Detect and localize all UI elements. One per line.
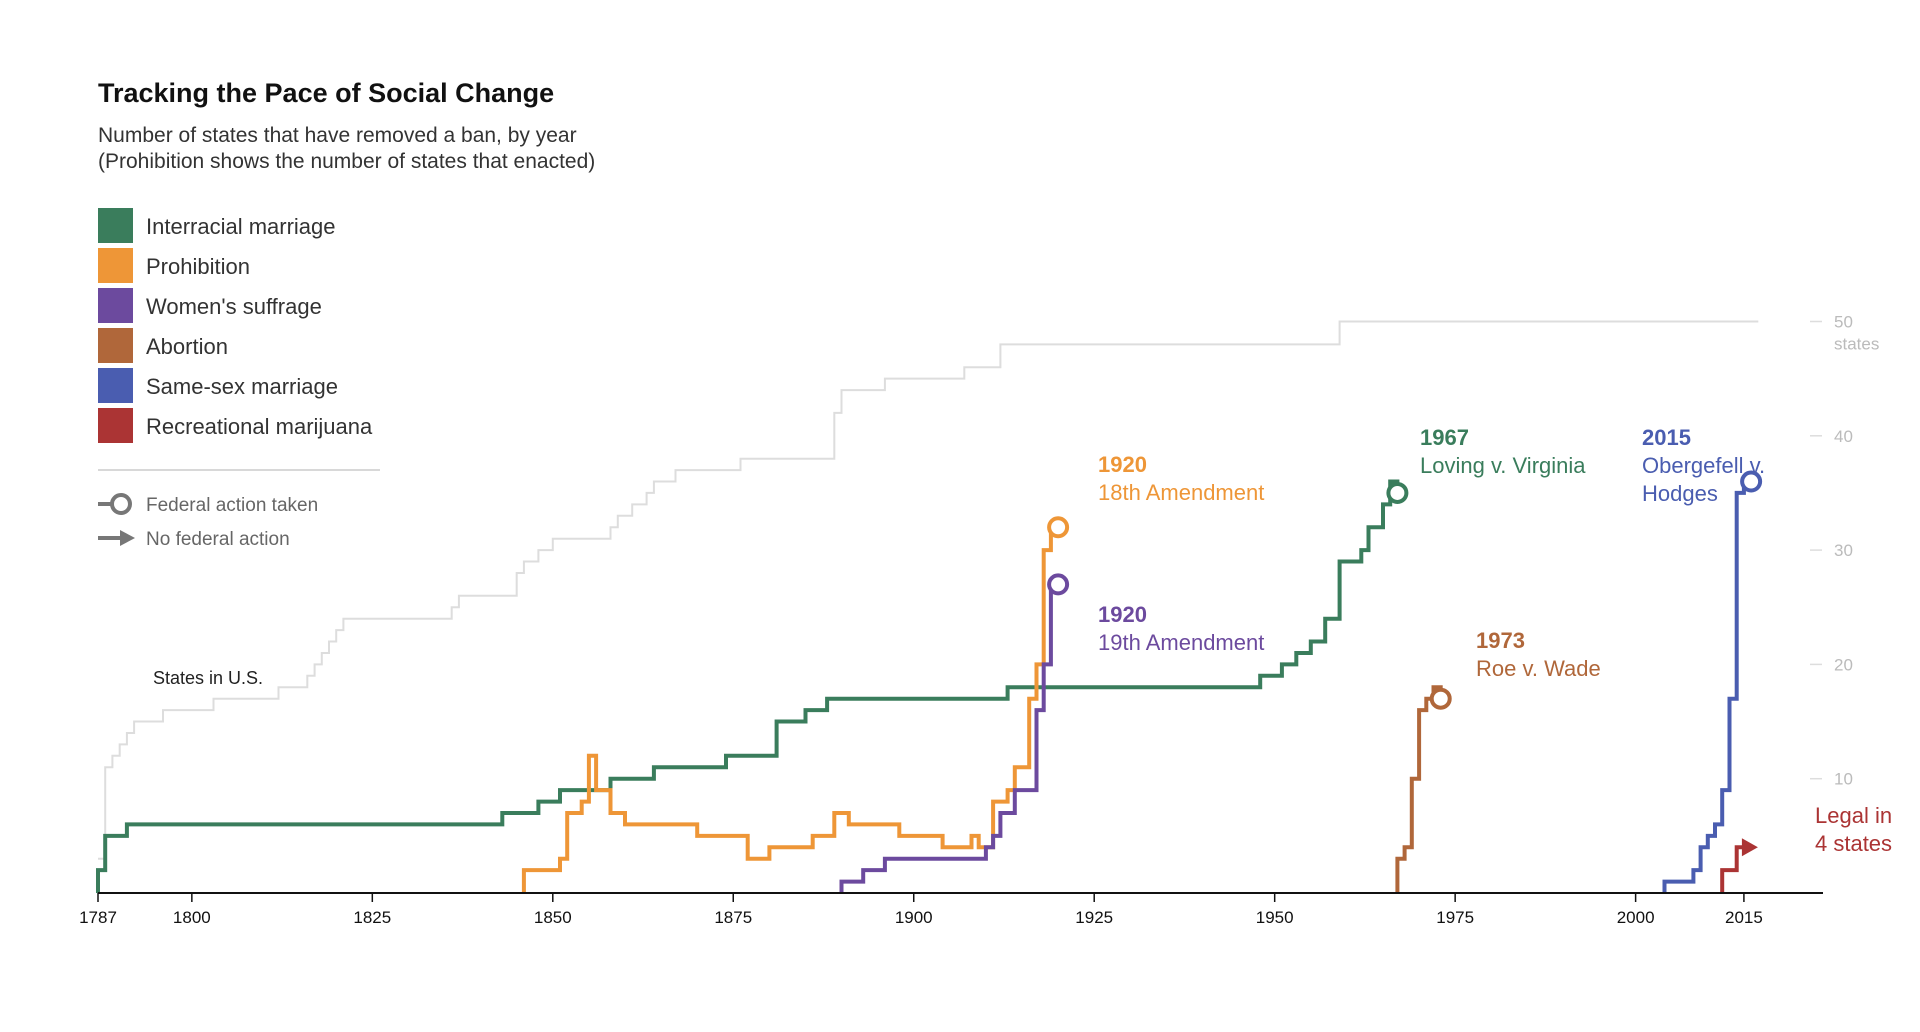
states-in-us-label: States in U.S.: [153, 668, 263, 688]
series-layer: [96, 470, 1763, 893]
marker-key: Federal action taken No federal action: [98, 493, 318, 550]
legend-label-recreational_marijuana: Recreational marijuana: [146, 414, 373, 439]
x-tick-label-2000: 2000: [1617, 908, 1655, 927]
annotation-year-prohibition: 1920: [1098, 452, 1147, 477]
legend-swatch-same_sex_marriage: [98, 368, 133, 403]
legend-label-womens_suffrage: Women's suffrage: [146, 294, 322, 319]
y-tick-label-10: 10: [1834, 770, 1853, 789]
chart-subtitle-line-1: Number of states that have removed a ban…: [98, 124, 577, 147]
x-tick-label-1950: 1950: [1256, 908, 1294, 927]
annotation-text-same_sex_marriage-0: Obergefell v.: [1642, 453, 1765, 478]
legend: Interracial marriage Prohibition Women's s…: [98, 208, 373, 443]
y-tick-label-40: 40: [1834, 427, 1853, 446]
states-in-us-line: [98, 320, 1759, 860]
y-unit-label: states: [1834, 335, 1879, 354]
annotation-text-same_sex_marriage-1: Hodges: [1642, 481, 1718, 506]
chart-title: Tracking the Pace of Social Change: [98, 78, 554, 108]
x-tick-label-1875: 1875: [714, 908, 752, 927]
x-tick-label-1787: 1787: [79, 908, 117, 927]
annotation-text-abortion-0: Roe v. Wade: [1476, 656, 1601, 681]
key-circle-marker: [110, 493, 132, 515]
annotation-text-interracial_marriage-0: Loving v. Virginia: [1420, 453, 1586, 478]
end-marker-same_sex_marriage: [1740, 470, 1763, 493]
y-tick-label-20: 20: [1834, 655, 1853, 674]
annotations: 1920 18th Amendment 1920 19th Amendment 1967…: [1098, 425, 1892, 856]
key-arrow-marker: [120, 530, 135, 546]
x-tick-label-1800: 1800: [173, 908, 211, 927]
y-tick-label-30: 30: [1834, 541, 1853, 560]
end-marker-womens_suffrage: [1047, 573, 1070, 596]
series-line-recreational_marijuana: [1720, 845, 1744, 893]
annotation-text-recreational_marijuana-0: Legal in: [1815, 803, 1892, 828]
series-line-prohibition: [521, 525, 1059, 893]
y-tick-label-50: 50: [1834, 313, 1853, 332]
states-in-us-layer: States in U.S.: [98, 320, 1759, 860]
annotation-year-abortion: 1973: [1476, 628, 1525, 653]
x-tick-label-1975: 1975: [1436, 908, 1474, 927]
series-line-womens_suffrage: [839, 582, 1059, 893]
annotation-text-prohibition-0: 18th Amendment: [1098, 480, 1264, 505]
legend-label-prohibition: Prohibition: [146, 254, 250, 279]
legend-label-interracial_marriage: Interracial marriage: [146, 214, 336, 239]
legend-label-same_sex_marriage: Same-sex marriage: [146, 374, 338, 399]
legend-swatch-interracial_marriage: [98, 208, 133, 243]
series-line-abortion: [1395, 685, 1443, 893]
x-tick-label-1925: 1925: [1075, 908, 1113, 927]
x-tick-label-1850: 1850: [534, 908, 572, 927]
annotation-year-same_sex_marriage: 2015: [1642, 425, 1691, 450]
x-tick-label-1900: 1900: [895, 908, 933, 927]
end-marker-prohibition: [1047, 516, 1070, 539]
series-line-same_sex_marriage: [1662, 479, 1752, 893]
end-marker-recreational_marijuana: [1741, 838, 1758, 857]
legend-swatch-prohibition: [98, 248, 133, 283]
end-marker-abortion: [1429, 687, 1452, 710]
legend-swatch-womens_suffrage: [98, 288, 133, 323]
series-line-interracial_marriage: [96, 479, 1400, 893]
key-label-federal: Federal action taken: [146, 495, 318, 516]
x-tick-label-1825: 1825: [353, 908, 391, 927]
chart-subtitle-line-2: (Prohibition shows the number of states …: [98, 150, 595, 173]
annotation-text-womens_suffrage-0: 19th Amendment: [1098, 630, 1264, 655]
end-marker-interracial_marriage: [1386, 481, 1409, 504]
legend-swatch-abortion: [98, 328, 133, 363]
key-label-nofederal: No federal action: [146, 529, 290, 550]
x-tick-label-2015: 2015: [1725, 908, 1763, 927]
annotation-year-womens_suffrage: 1920: [1098, 602, 1147, 627]
y-axis: 10 20 30 40 50 states: [1810, 313, 1879, 789]
legend-swatch-recreational_marijuana: [98, 408, 133, 443]
legend-label-abortion: Abortion: [146, 334, 228, 359]
x-axis: 1787 1800 1825 1850 1875 1900 1925 1950 1975 2000…: [79, 893, 1763, 927]
annotation-text-recreational_marijuana-1: 4 states: [1815, 831, 1892, 856]
annotation-year-interracial_marriage: 1967: [1420, 425, 1469, 450]
